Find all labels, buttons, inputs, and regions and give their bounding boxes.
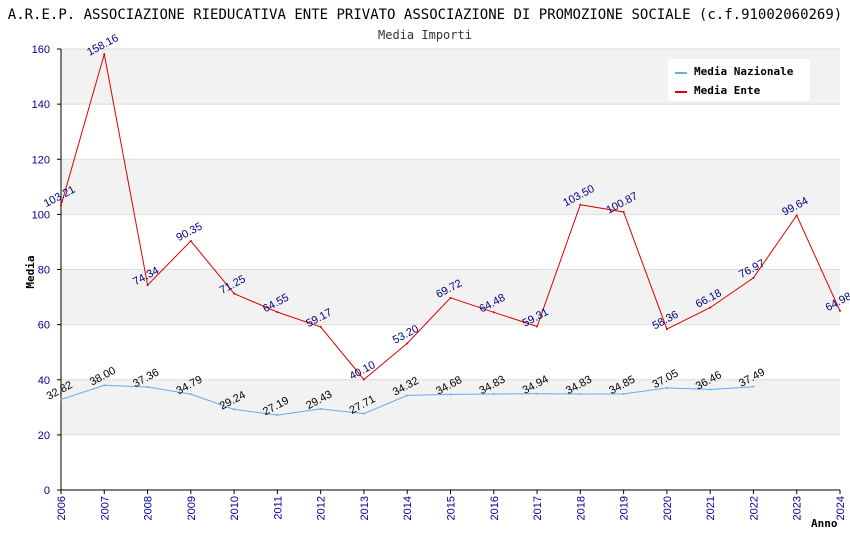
legend-label-ente: Media Ente: [694, 84, 761, 97]
data-point: [406, 342, 409, 345]
data-point: [189, 393, 192, 396]
x-tick-label: 2007: [99, 496, 111, 520]
data-point: [665, 328, 668, 331]
x-tick-label: 2022: [748, 496, 760, 520]
data-point: [709, 306, 712, 309]
x-tick-label: 2014: [402, 496, 414, 520]
data-point: [276, 414, 279, 417]
legend: Media Nazionale Media Ente: [668, 59, 810, 101]
y-axis-label: Media: [24, 255, 37, 288]
x-tick-label: 2020: [662, 496, 674, 520]
data-point: [709, 388, 712, 391]
data-label: 53.20: [391, 323, 421, 347]
x-tick-label: 2018: [575, 496, 587, 520]
x-tick-label: 2016: [489, 496, 501, 520]
data-point: [60, 398, 62, 401]
data-point: [319, 325, 322, 328]
data-point: [622, 392, 625, 395]
plot-band: [61, 159, 840, 215]
x-tick-label: 2015: [446, 496, 458, 520]
y-tick-label: 80: [38, 265, 50, 277]
x-tick-label: 2006: [56, 496, 68, 520]
data-point: [492, 311, 495, 314]
x-ticks: 2006 2007 2008 2009 2010 2011 2012 2013 2014 2015…: [56, 496, 847, 520]
y-tick-label: 0: [44, 485, 50, 497]
data-point: [103, 384, 106, 387]
y-ticks: 0 20 40 60 80 100 120 140 160: [32, 44, 50, 497]
data-point: [449, 393, 452, 396]
y-tick-label: 140: [32, 99, 50, 111]
data-point: [536, 325, 539, 328]
data-label: 90.35: [174, 221, 204, 245]
data-point: [233, 292, 236, 295]
data-point: [276, 311, 279, 314]
axes: [57, 48, 841, 494]
x-tick-label: 2013: [359, 496, 371, 520]
data-point: [752, 276, 755, 279]
data-point: [146, 386, 149, 389]
x-tick-label: 2017: [532, 496, 544, 520]
chart-subtitle: Media Importi: [378, 28, 472, 42]
x-tick-label: 2019: [619, 496, 631, 520]
data-point: [362, 378, 365, 381]
y-tick-label: 120: [32, 154, 50, 166]
data-point: [60, 204, 62, 207]
series-lines: [60, 53, 841, 417]
y-tick-label: 60: [38, 320, 50, 332]
data-point: [233, 408, 236, 411]
data-point: [319, 407, 322, 410]
x-tick-label: 2023: [792, 496, 804, 520]
x-tick-label: 2010: [229, 496, 241, 520]
data-point: [492, 392, 495, 395]
data-point: [406, 394, 409, 397]
y-tick-label: 100: [32, 209, 50, 221]
data-point: [362, 412, 365, 415]
data-point: [752, 385, 755, 388]
y-tick-label: 160: [32, 44, 50, 56]
data-point: [103, 53, 106, 56]
x-axis-label: Anno: [811, 517, 838, 530]
data-point: [189, 239, 192, 242]
chart-title: A.R.E.P. ASSOCIAZIONE RIEDUCATIVA ENTE P…: [8, 7, 842, 23]
y-tick-label: 20: [38, 430, 50, 442]
data-point: [579, 392, 582, 395]
legend-box: [668, 59, 810, 101]
x-tick-label: 2008: [143, 496, 155, 520]
data-point: [839, 309, 841, 312]
x-tick-label: 2012: [316, 496, 328, 520]
y-tick-label: 40: [38, 375, 50, 387]
data-point: [536, 392, 539, 395]
x-tick-label: 2021: [705, 496, 717, 520]
data-point: [146, 284, 149, 287]
x-tick-label: 2024: [835, 496, 847, 520]
data-point: [579, 203, 582, 206]
data-label: 40.10: [348, 359, 378, 383]
x-tick-label: 2009: [186, 496, 198, 520]
data-point: [795, 214, 798, 217]
data-point: [449, 296, 452, 299]
x-tick-label: 2011: [272, 496, 284, 520]
data-point: [622, 210, 625, 213]
grid: [61, 48, 840, 436]
data-point: [665, 386, 668, 389]
legend-label-nazionale: Media Nazionale: [694, 65, 794, 78]
